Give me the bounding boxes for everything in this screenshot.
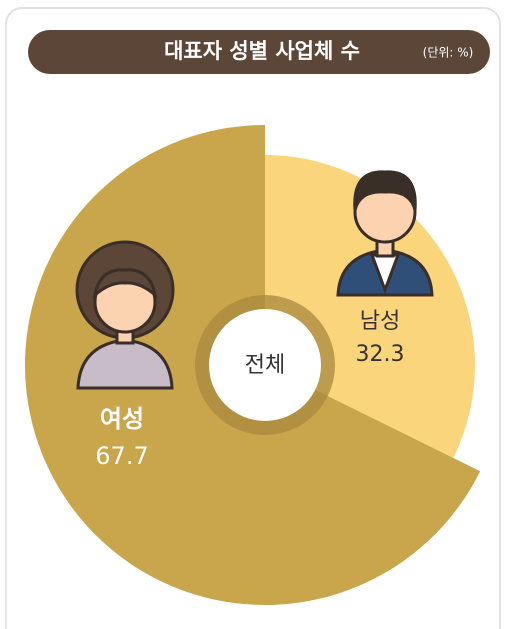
category-label: 남성 [360,309,400,334]
center-label: 전체 [245,353,285,378]
category-label: 여성 [100,405,144,433]
center-circle [209,309,321,421]
value-label: 67.7 [95,442,148,470]
title-bar [28,30,490,74]
chart-title: 대표자 성별 사업체 수 [164,39,360,63]
woman-icon [75,240,175,390]
unit-note: (단위: %) [423,46,474,60]
value-label: 32.3 [356,342,405,367]
man-icon [336,170,434,297]
